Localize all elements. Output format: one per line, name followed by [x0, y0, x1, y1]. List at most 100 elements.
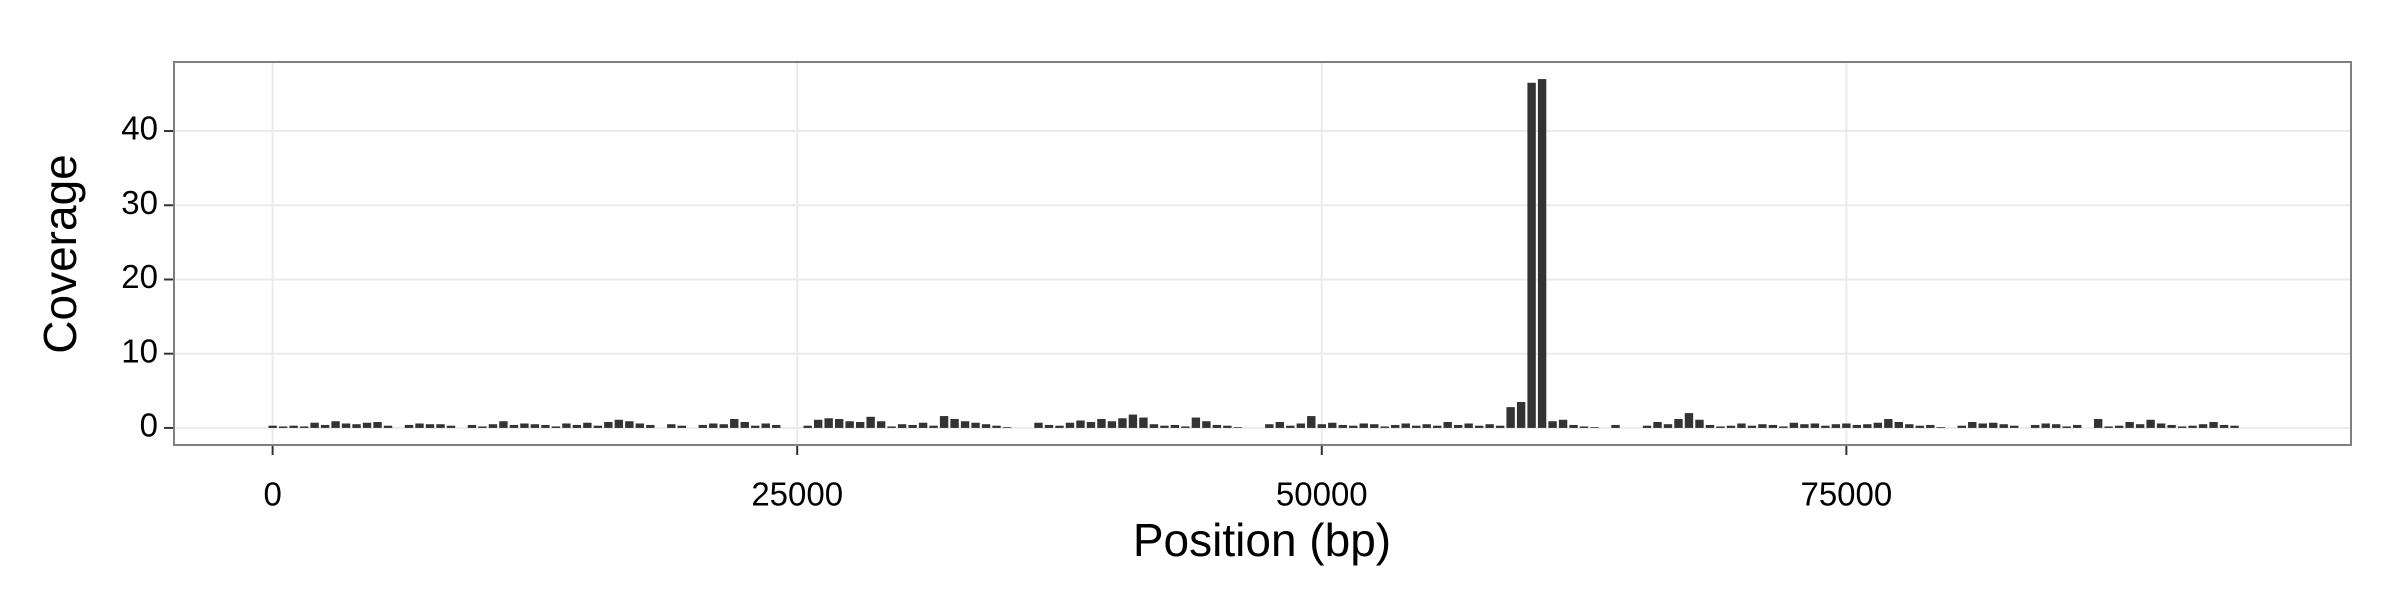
bar — [1128, 414, 1138, 428]
bar — [929, 425, 938, 428]
bar — [834, 419, 844, 428]
bar — [1202, 421, 1211, 428]
bar — [677, 425, 686, 428]
bar — [509, 424, 519, 428]
bar — [635, 423, 645, 428]
bar — [709, 423, 718, 428]
bar — [278, 426, 288, 428]
bar — [1674, 419, 1683, 428]
bar — [1002, 427, 1012, 428]
bar — [939, 416, 949, 428]
bar — [1558, 419, 1568, 428]
bar — [1695, 419, 1704, 428]
bar — [415, 423, 424, 428]
bar — [1370, 424, 1379, 428]
bar — [2072, 424, 2082, 428]
bar — [1968, 421, 1977, 428]
bar — [971, 422, 980, 428]
bar — [583, 422, 592, 428]
bar — [625, 421, 634, 428]
bar — [1107, 421, 1117, 428]
bar — [1275, 421, 1285, 428]
bar — [1412, 425, 1421, 428]
bar — [320, 424, 330, 428]
bar — [897, 424, 907, 428]
bar — [908, 424, 917, 428]
y-axis-label: Coverage — [34, 154, 86, 353]
y-tick-label: 40 — [121, 110, 158, 147]
bar — [446, 425, 456, 428]
bar — [1873, 422, 1883, 428]
bar — [1527, 82, 1536, 428]
bar — [740, 421, 749, 428]
bar — [1936, 427, 1945, 428]
bar — [1191, 417, 1201, 428]
bar — [1590, 427, 1599, 428]
bar — [992, 425, 1001, 428]
bar — [551, 426, 561, 428]
bar — [2209, 421, 2218, 428]
bar — [1265, 424, 1274, 428]
y-tick-label: 20 — [121, 258, 158, 295]
bar — [1978, 423, 1987, 428]
x-tick-label: 25000 — [751, 476, 843, 513]
bar — [1453, 424, 1463, 428]
bar — [1286, 425, 1295, 428]
bar — [2219, 424, 2229, 428]
bar — [2230, 425, 2239, 428]
panel — [174, 62, 2351, 445]
bar — [2198, 424, 2208, 428]
bar — [562, 423, 571, 428]
panel-border — [173, 61, 2352, 446]
bar — [1831, 424, 1841, 428]
bar — [289, 425, 298, 428]
bar — [2146, 419, 2155, 428]
bar — [1422, 424, 1431, 428]
bar — [331, 421, 340, 428]
bar — [1160, 425, 1169, 428]
bar — [1495, 425, 1505, 428]
bar — [667, 424, 676, 428]
bar — [2156, 423, 2166, 428]
bar — [1296, 423, 1305, 428]
bar — [918, 422, 928, 428]
bar — [866, 416, 875, 428]
bar — [855, 421, 865, 428]
bar — [1338, 424, 1347, 428]
bar — [2104, 426, 2113, 428]
x-tick-label: 0 — [263, 476, 281, 513]
bar — [1149, 424, 1159, 428]
bar — [1328, 422, 1337, 428]
bar — [1663, 424, 1673, 428]
bar — [1884, 419, 1893, 428]
bar — [373, 421, 382, 428]
bar — [751, 425, 760, 428]
bar — [960, 421, 970, 428]
bar — [1905, 424, 1914, 428]
bar — [1086, 421, 1096, 428]
bar — [425, 424, 435, 428]
bar — [719, 424, 728, 428]
y-tick-label: 30 — [121, 184, 158, 221]
bar — [646, 424, 655, 428]
bar — [2125, 421, 2134, 428]
bar — [1957, 425, 1966, 428]
y-tick-label: 10 — [121, 332, 158, 369]
bar — [352, 424, 361, 428]
x-tick-label: 50000 — [1276, 476, 1368, 513]
bar — [1485, 424, 1494, 428]
bar — [1118, 418, 1127, 428]
bar — [1506, 407, 1515, 428]
bar — [1768, 424, 1778, 428]
x-tick-label: 75000 — [1800, 476, 1892, 513]
bar — [1233, 427, 1243, 428]
bar — [604, 421, 613, 428]
bar — [1726, 425, 1736, 428]
bar — [268, 425, 277, 428]
bar — [299, 426, 309, 428]
bar — [2031, 424, 2040, 428]
bar — [1170, 424, 1180, 428]
bar — [2051, 424, 2061, 428]
bar — [1380, 426, 1389, 428]
